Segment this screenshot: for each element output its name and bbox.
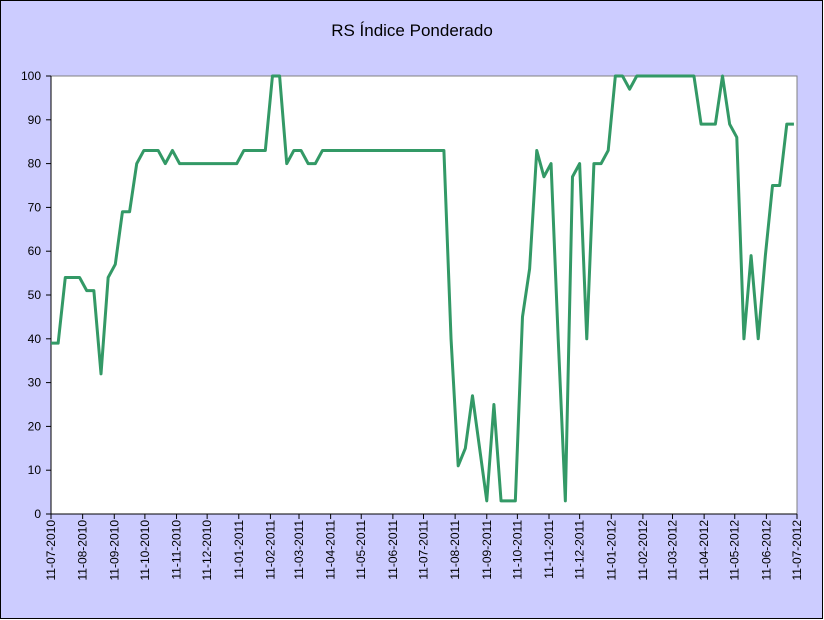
y-tick-label: 90 bbox=[28, 113, 42, 127]
x-tick-label: 11-01-2011 bbox=[232, 520, 246, 580]
x-tick-label: 11-05-2012 bbox=[728, 520, 742, 581]
x-tick-label: 11-06-2012 bbox=[759, 520, 773, 581]
x-tick-label: 11-01-2012 bbox=[604, 520, 618, 581]
x-tick-label: 11-02-2012 bbox=[636, 520, 650, 581]
y-tick-label: 30 bbox=[28, 376, 42, 390]
y-tick-label: 60 bbox=[28, 244, 42, 258]
x-tick-label: 11-11-2011 bbox=[542, 520, 556, 579]
chart-title: RS Índice Ponderado bbox=[331, 21, 493, 40]
y-tick-label: 0 bbox=[34, 507, 41, 521]
plot-area bbox=[50, 75, 798, 515]
x-tick-label: 11-03-2012 bbox=[665, 520, 679, 581]
x-tick-label: 11-04-2012 bbox=[697, 520, 711, 581]
x-tick-label: 11-02-2011 bbox=[263, 520, 277, 580]
x-tick-label: 11-09-2011 bbox=[480, 520, 494, 580]
x-tick-label: 11-11-2010 bbox=[170, 520, 184, 580]
x-tick-label: 11-08-2011 bbox=[448, 520, 462, 580]
x-tick-label: 11-05-2011 bbox=[354, 520, 368, 580]
y-tick-label: 20 bbox=[28, 419, 42, 433]
x-tick-label: 11-06-2011 bbox=[386, 520, 400, 580]
x-tick-label: 11-07-2010 bbox=[44, 520, 58, 581]
y-tick-label: 70 bbox=[28, 200, 42, 214]
x-tick-label: 11-10-2011 bbox=[510, 520, 524, 580]
y-tick-label: 10 bbox=[28, 463, 42, 477]
x-tick-label: 11-12-2010 bbox=[200, 520, 214, 581]
y-tick-label: 100 bbox=[21, 69, 41, 83]
y-tick-label: 50 bbox=[28, 288, 42, 302]
data-line bbox=[51, 74, 794, 503]
y-tick-label: 40 bbox=[28, 332, 42, 346]
x-tick-label: 11-07-2012 bbox=[790, 520, 804, 581]
y-tick-label: 80 bbox=[28, 157, 42, 171]
x-tick-label: 11-09-2010 bbox=[107, 520, 121, 581]
x-tick-label: 11-07-2011 bbox=[416, 520, 430, 580]
x-tick-label: 11-03-2011 bbox=[292, 520, 306, 580]
x-tick-label: 11-08-2010 bbox=[76, 520, 90, 581]
x-tick-label: 11-10-2010 bbox=[138, 520, 152, 581]
x-tick-label: 11-04-2011 bbox=[324, 520, 338, 580]
x-tick-label: 11-12-2011 bbox=[573, 520, 587, 580]
